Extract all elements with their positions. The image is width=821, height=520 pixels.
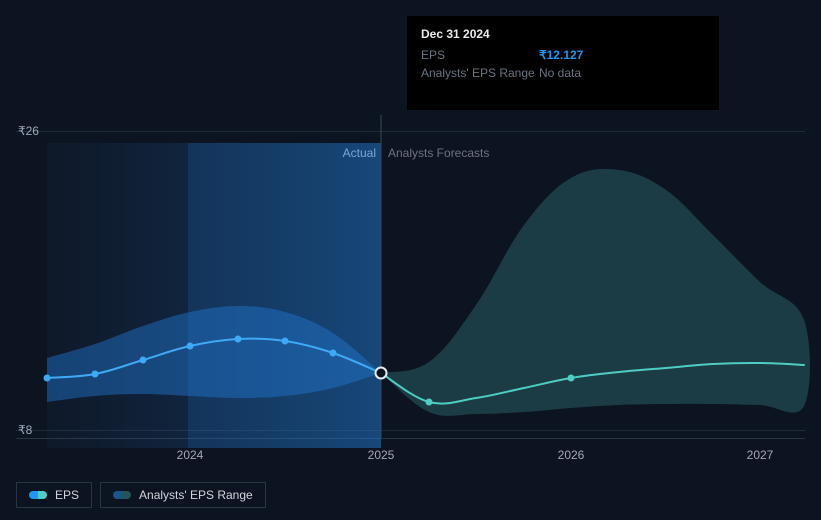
x-axis-label-2026: 2026 xyxy=(558,448,585,462)
x-axis-label-2025: 2025 xyxy=(368,448,395,462)
legend-item-eps[interactable]: EPS xyxy=(16,482,92,508)
tooltip-eps-label: EPS xyxy=(421,47,539,64)
eps-chart: ₹26 ₹8 Actual Analysts Forecasts Dec 31 … xyxy=(0,0,821,520)
tooltip-range-label: Analysts' EPS Range xyxy=(421,65,539,82)
tooltip-eps-value: ₹12.127 xyxy=(539,47,583,64)
chart-tooltip: Dec 31 2024 EPS ₹12.127 Analysts' EPS Ra… xyxy=(407,16,719,110)
legend-swatch-eps xyxy=(29,491,47,499)
x-axis-label-2027: 2027 xyxy=(747,448,774,462)
legend-label-range: Analysts' EPS Range xyxy=(139,488,253,502)
tooltip-date: Dec 31 2024 xyxy=(421,26,705,43)
chart-legend: EPS Analysts' EPS Range xyxy=(16,482,266,508)
tooltip-range-value: No data xyxy=(539,65,581,82)
legend-swatch-range xyxy=(113,491,131,499)
x-axis-label-2024: 2024 xyxy=(177,448,204,462)
legend-label-eps: EPS xyxy=(55,488,79,502)
legend-item-range[interactable]: Analysts' EPS Range xyxy=(100,482,266,508)
